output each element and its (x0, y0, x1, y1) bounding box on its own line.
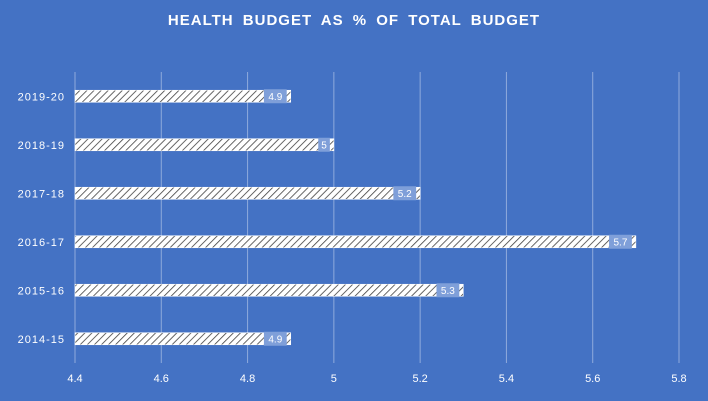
data-label-box (436, 283, 460, 298)
category-label: 2015-16 (18, 285, 65, 297)
data-label: 5 (321, 140, 327, 151)
bar (74, 235, 637, 249)
x-tick-label: 5.6 (585, 373, 600, 385)
data-label: 4.9 (268, 334, 282, 345)
bar (74, 186, 421, 200)
data-label-box (393, 186, 417, 201)
data-label: 5.2 (398, 189, 412, 200)
bars (74, 89, 637, 346)
data-label: 5.3 (441, 286, 455, 297)
data-label: 5.7 (614, 237, 628, 248)
x-tick-label: 4.6 (154, 373, 169, 385)
category-label: 2016-17 (18, 237, 65, 249)
category-label: 2018-19 (18, 140, 65, 152)
category-label: 2019-20 (18, 91, 65, 103)
category-label: 2014-15 (18, 334, 65, 346)
x-tick-label: 4.8 (240, 373, 255, 385)
bar (74, 89, 292, 103)
labels: 4.4 4.6 4.8 5 5.2 5.4 5.6 5.8 2014-15 4.9 2015-16 5… (18, 89, 687, 385)
data-label-box (263, 331, 287, 346)
data-label-box (609, 234, 632, 249)
x-tick-label: 5.8 (671, 373, 686, 385)
x-tick-label: 5.4 (499, 373, 514, 385)
bar (74, 138, 335, 152)
gridlines (74, 72, 680, 363)
x-tick-label: 4.4 (67, 373, 82, 385)
data-label: 4.9 (268, 92, 282, 103)
data-label-box (318, 137, 330, 152)
bar (74, 283, 464, 297)
data-label-box (263, 89, 287, 104)
bar (74, 332, 292, 346)
x-tick-label: 5 (331, 373, 337, 385)
category-label: 2017-18 (18, 188, 65, 200)
chart-title: HEALTH BUDGET AS % OF TOTAL BUDGET (167, 12, 541, 29)
x-tick-label: 5.2 (412, 373, 427, 385)
